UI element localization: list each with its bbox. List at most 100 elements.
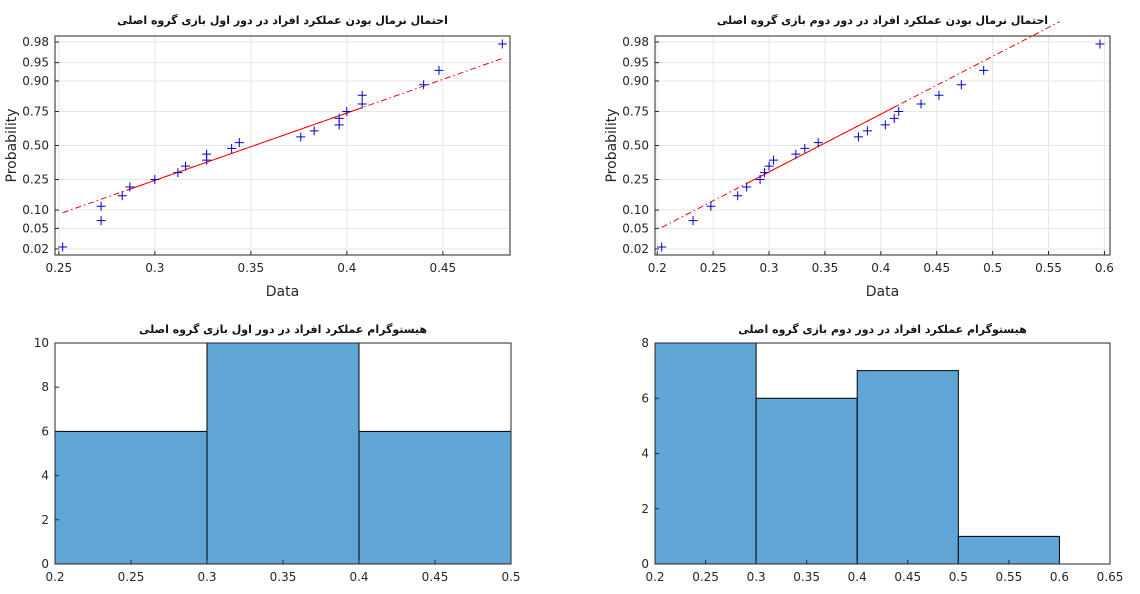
y-axis-label: Probability — [604, 108, 620, 182]
data-point — [96, 216, 106, 226]
y-tick-label: 2 — [41, 513, 49, 527]
y-axis-label: Probability — [4, 108, 20, 182]
histogram-bar — [856, 370, 959, 565]
y-tick-label: 0.75 — [622, 105, 649, 119]
data-point — [342, 107, 352, 117]
y-tick-label: 2 — [641, 502, 649, 516]
x-tick-label: 0.35 — [237, 261, 264, 275]
histogram-bar — [54, 430, 208, 565]
x-tick-label: 0.5 — [949, 570, 968, 584]
data-point — [181, 161, 191, 171]
data-point — [309, 126, 319, 136]
data-point — [755, 174, 765, 184]
x-tick-label: 0.4 — [871, 261, 890, 275]
data-point — [889, 113, 899, 123]
fit-line — [129, 107, 363, 190]
data-point — [853, 132, 863, 142]
y-tick-label: 4 — [641, 447, 649, 461]
histogram-bar — [206, 342, 360, 565]
x-tick-label: 0.6 — [1050, 570, 1069, 584]
y-tick-label: 0.02 — [22, 242, 49, 256]
x-tick-label: 0.35 — [270, 570, 297, 584]
y-tick-label: 6 — [641, 391, 649, 405]
y-tick-label: 4 — [41, 469, 49, 483]
x-tick-label: 0.45 — [894, 570, 921, 584]
data-point — [434, 65, 444, 75]
x-tick-label: 0.25 — [692, 570, 719, 584]
x-tick-label: 0.3 — [747, 570, 766, 584]
y-tick-label: 8 — [41, 380, 49, 394]
x-axis-label: Data — [866, 284, 899, 300]
data-point — [334, 113, 344, 123]
x-tick-label: 0.25 — [118, 570, 145, 584]
data-point — [956, 80, 966, 90]
y-tick-label: 0.75 — [22, 105, 49, 119]
y-tick-label: 0.98 — [622, 35, 649, 49]
data-point — [760, 168, 770, 178]
data-point — [880, 120, 890, 130]
x-tick-label: 0.4 — [848, 570, 867, 584]
x-axis-label: Data — [266, 284, 299, 300]
x-tick-label: 0.25 — [700, 261, 727, 275]
x-tick-label: 0.45 — [429, 261, 456, 275]
data-point — [979, 65, 989, 75]
data-point — [742, 182, 752, 192]
data-point — [706, 201, 716, 211]
y-tick-label: 0.95 — [22, 56, 49, 70]
data-point — [58, 242, 68, 252]
data-point — [1095, 39, 1105, 49]
x-tick-label: 0.55 — [996, 570, 1023, 584]
x-tick-label: 0.35 — [793, 570, 820, 584]
x-tick-label: 0.5 — [501, 570, 520, 584]
y-tick-label: 0.05 — [622, 221, 649, 235]
data-point — [497, 39, 507, 49]
y-tick-label: 0.05 — [22, 221, 49, 235]
data-point — [419, 80, 429, 90]
y-tick-label: 0.90 — [22, 74, 49, 88]
x-tick-label: 0.3 — [197, 570, 216, 584]
chart-1: 0.25 0.3 0.35 0.4 0.45 0.02 0.05 0.10 0.25 0.50 0.… — [4, 14, 511, 300]
data-point — [173, 168, 183, 178]
x-tick-label: 0.4 — [337, 261, 356, 275]
y-tick-label: 0.25 — [622, 172, 649, 186]
y-tick-label: 0.50 — [622, 139, 649, 153]
chart-4: 0.2 0.25 0.3 0.35 0.4 0.45 0.5 0.55 0.6 0.65 0 2 4 6 8… — [641, 323, 1123, 584]
x-tick-label: 0.3 — [145, 261, 164, 275]
x-tick-label: 0.6 — [1095, 261, 1114, 275]
y-tick-label: 10 — [34, 336, 49, 350]
y-tick-label: 0.98 — [22, 35, 49, 49]
y-tick-label: 0.25 — [22, 172, 49, 186]
x-tick-label: 0.3 — [759, 261, 778, 275]
y-tick-label: 0.90 — [622, 74, 649, 88]
y-tick-label: 0.50 — [22, 139, 49, 153]
chart-title: احتمال نرمال بودن عملکرد افراد در دور او… — [117, 14, 448, 27]
histogram-bar — [358, 430, 512, 565]
x-tick-label: 0.65 — [1097, 570, 1124, 584]
y-tick-label: 0.02 — [622, 242, 649, 256]
data-point — [357, 99, 367, 109]
fit-line — [746, 105, 898, 184]
x-tick-label: 0.45 — [422, 570, 449, 584]
chart-3: 0.2 0.25 0.3 0.35 0.4 0.45 0.5 0 2 4 6 8 10 هیستوگرام… — [34, 323, 521, 584]
x-tick-label: 0.5 — [983, 261, 1002, 275]
x-tick-label: 0.2 — [645, 570, 664, 584]
x-tick-label: 0.2 — [648, 261, 667, 275]
x-tick-label: 0.25 — [45, 261, 72, 275]
x-tick-label: 0.4 — [349, 570, 368, 584]
data-point — [227, 143, 237, 153]
y-tick-label: 8 — [641, 336, 649, 350]
data-point — [657, 242, 667, 252]
data-point — [769, 155, 779, 165]
data-point — [117, 191, 127, 201]
y-tick-label: 0.10 — [622, 203, 649, 217]
data-point — [96, 201, 106, 211]
data-point — [862, 126, 872, 136]
data-point — [688, 216, 698, 226]
x-tick-label: 0.35 — [812, 261, 839, 275]
x-tick-label: 0.55 — [1035, 261, 1062, 275]
data-point — [934, 90, 944, 100]
data-point — [125, 182, 135, 192]
data-point — [733, 191, 743, 201]
y-tick-label: 0 — [641, 557, 649, 571]
